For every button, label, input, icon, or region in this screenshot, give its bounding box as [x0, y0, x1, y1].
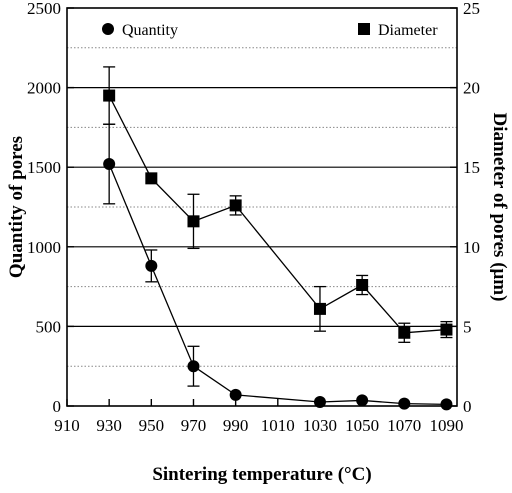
x-tick-label: 950 [139, 416, 165, 435]
point-diameter [398, 326, 411, 339]
legend-diameter-marker [358, 23, 370, 35]
grid-lines [67, 47, 457, 367]
point-quantity [187, 360, 200, 373]
legend-quantity-marker [102, 23, 114, 35]
x-tick-label: 1070 [387, 416, 421, 435]
y-left-tick-label: 0 [53, 397, 62, 416]
point-quantity [229, 388, 242, 401]
legend: Quantity Diameter [102, 22, 438, 39]
x-tick-label: 1030 [303, 416, 337, 435]
point-diameter [356, 279, 369, 292]
point-diameter [229, 199, 242, 212]
x-tick-label: 930 [96, 416, 122, 435]
y-right-tick-label: 5 [463, 317, 472, 336]
series-layer [103, 66, 453, 411]
y-right-tick-label: 25 [463, 0, 480, 18]
point-diameter [440, 323, 453, 336]
point-diameter [103, 89, 116, 102]
x-tick-label: 1090 [429, 416, 463, 435]
y-left-tick-label: 500 [36, 317, 62, 336]
y-left-tick-label: 2000 [27, 79, 61, 98]
x-axis-title: Sintering temperature (°C) [152, 464, 371, 485]
point-diameter [187, 215, 200, 228]
series-line-quantity [108, 163, 447, 406]
x-tick-label: 1050 [345, 416, 379, 435]
axes: 0 500 1000 1500 2000 2500 0 5 10 15 20 25 910 930 950 9… [27, 0, 480, 435]
y-left-tick-label: 2500 [27, 0, 61, 18]
y-right-axis-title: Diameter of pores (μm) [489, 113, 510, 302]
series-quantity [103, 123, 453, 411]
x-tick-label: 910 [54, 416, 80, 435]
x-tick-label: 970 [181, 416, 207, 435]
legend-diameter-label: Diameter [378, 22, 438, 39]
x-tick-label: 990 [223, 416, 249, 435]
point-quantity [145, 259, 158, 272]
y-left-tick-label: 1500 [27, 158, 61, 177]
y-right-tick-label: 20 [463, 79, 480, 98]
y-left-axis-title: Quantity of pores [6, 136, 27, 278]
x-tick-label: 1010 [261, 416, 295, 435]
y-left-tick-label: 1000 [27, 238, 61, 257]
legend-quantity-label: Quantity [122, 22, 178, 39]
series-diameter [103, 66, 453, 343]
series-line-diameter [108, 95, 447, 334]
point-diameter [145, 172, 158, 185]
y-right-tick-label: 0 [463, 397, 472, 416]
point-diameter [313, 302, 326, 315]
plot-frame [66, 7, 458, 407]
y-right-tick-label: 15 [463, 158, 480, 177]
y-right-tick-label: 10 [463, 238, 480, 257]
point-quantity [103, 158, 116, 171]
